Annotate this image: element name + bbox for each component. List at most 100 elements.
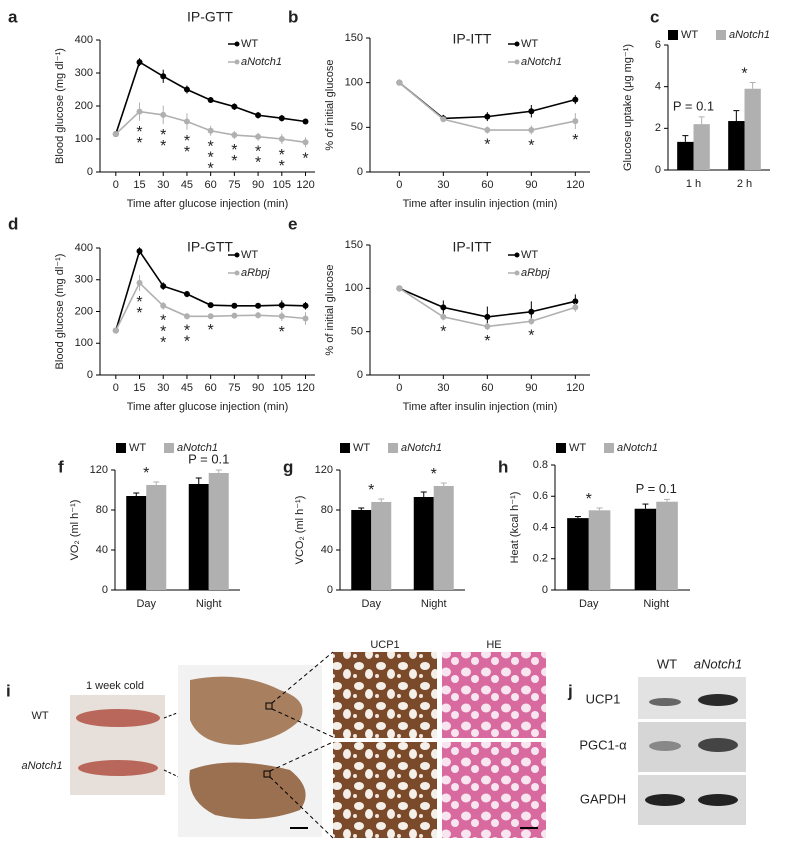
x-tick-label: 0 (396, 382, 402, 394)
column-label: aNotch1 (694, 656, 742, 671)
zoom-box (265, 702, 273, 710)
annotation: * * (231, 142, 237, 170)
point (231, 132, 238, 139)
row-label: UCP1 (586, 691, 621, 706)
bar (371, 502, 392, 590)
annotation: * (208, 322, 214, 339)
bar (677, 141, 694, 170)
x-tick-label: 105 (273, 179, 291, 191)
band (649, 698, 681, 706)
point (255, 312, 262, 319)
annotation: * * (136, 294, 142, 322)
y-tick-label: 50 (351, 121, 363, 133)
annotation: * (368, 482, 374, 499)
point (396, 79, 403, 86)
y-tick-label: 150 (345, 239, 363, 251)
section (190, 676, 303, 745)
row-label: aNotch1 (22, 760, 63, 772)
bar (656, 501, 678, 590)
legend-marker (234, 270, 240, 276)
section (189, 762, 306, 819)
bar (208, 473, 229, 590)
point (183, 86, 190, 93)
legend-label: WT (241, 38, 258, 50)
x-tick-label: 60 (481, 382, 493, 394)
point (255, 302, 262, 309)
point (484, 313, 491, 320)
x-tick-label: 105 (273, 382, 291, 394)
x-tick-label: 90 (525, 382, 537, 394)
point (484, 323, 491, 330)
y-tick-label: 0.6 (533, 490, 548, 502)
point (302, 302, 309, 309)
y-tick-label: 100 (345, 77, 363, 89)
legend-label: WT (521, 249, 538, 261)
chart-title: IP-ITT (453, 239, 492, 255)
y-tick-label: 0 (327, 584, 333, 596)
point (136, 108, 143, 115)
point (231, 302, 238, 309)
y-tick-label: 0 (87, 166, 93, 178)
point (278, 136, 285, 142)
y-tick-label: 80 (96, 504, 108, 516)
annotation: * (279, 324, 285, 341)
bar (588, 510, 611, 590)
chart-title: IP-GTT (187, 239, 233, 255)
row-label: GAPDH (580, 791, 626, 806)
point (160, 73, 167, 80)
y-tick-label: 400 (75, 34, 93, 46)
bar (728, 121, 745, 170)
point (278, 115, 285, 122)
annotation: * (143, 465, 149, 482)
y-tick-label: 50 (351, 326, 363, 338)
he-image (442, 652, 546, 738)
legend-marker (234, 59, 240, 65)
x-tick-label: 30 (437, 382, 449, 394)
annotation: * * (255, 144, 261, 172)
y-tick-label: 0 (87, 369, 93, 381)
band (698, 738, 738, 752)
legend-swatch (668, 30, 678, 40)
point (302, 118, 309, 125)
y-axis-label: % of initial glucose (324, 264, 336, 355)
annotation: * * * (208, 139, 214, 178)
annotation: * * * (160, 313, 166, 352)
point (572, 96, 579, 103)
y-tick-label: 0 (542, 584, 548, 596)
annotation: P = 0.1 (188, 451, 229, 466)
annotation: * (572, 132, 578, 149)
y-tick-label: 0 (102, 584, 108, 596)
x-tick-label: 30 (437, 179, 449, 191)
point (231, 103, 238, 110)
point (278, 313, 285, 320)
legend-label: aNotch1 (617, 442, 658, 454)
annotation: * * (136, 124, 142, 152)
bar (146, 485, 167, 590)
x-tick-label: 120 (296, 382, 314, 394)
legend-label: aNotch1 (521, 56, 562, 68)
x-tick-label: 45 (181, 382, 193, 394)
point (302, 315, 309, 322)
panel-letter: c (650, 7, 659, 26)
y-tick-label: 100 (75, 337, 93, 349)
chart-title: IP-GTT (187, 9, 233, 25)
legend-marker (514, 41, 520, 47)
legend-label: WT (681, 29, 698, 41)
legend-label: aNotch1 (177, 442, 218, 454)
x-tick-label: 0 (396, 179, 402, 191)
y-tick-label: 40 (96, 544, 108, 556)
y-tick-label: 0 (357, 166, 363, 178)
y-axis-label: Blood glucose (mg dl⁻¹) (54, 48, 66, 164)
point (440, 116, 447, 123)
point (572, 304, 579, 311)
x-tick-label: 90 (252, 179, 264, 191)
point (528, 108, 535, 115)
y-tick-label: 100 (345, 282, 363, 294)
x-axis-label: Time after insulin injection (min) (403, 401, 558, 413)
point (440, 304, 447, 311)
legend-label: WT (569, 442, 586, 454)
y-tick-label: 150 (345, 32, 363, 44)
point (136, 248, 143, 255)
x-tick-label: 60 (205, 179, 217, 191)
annotation: * (484, 137, 490, 154)
